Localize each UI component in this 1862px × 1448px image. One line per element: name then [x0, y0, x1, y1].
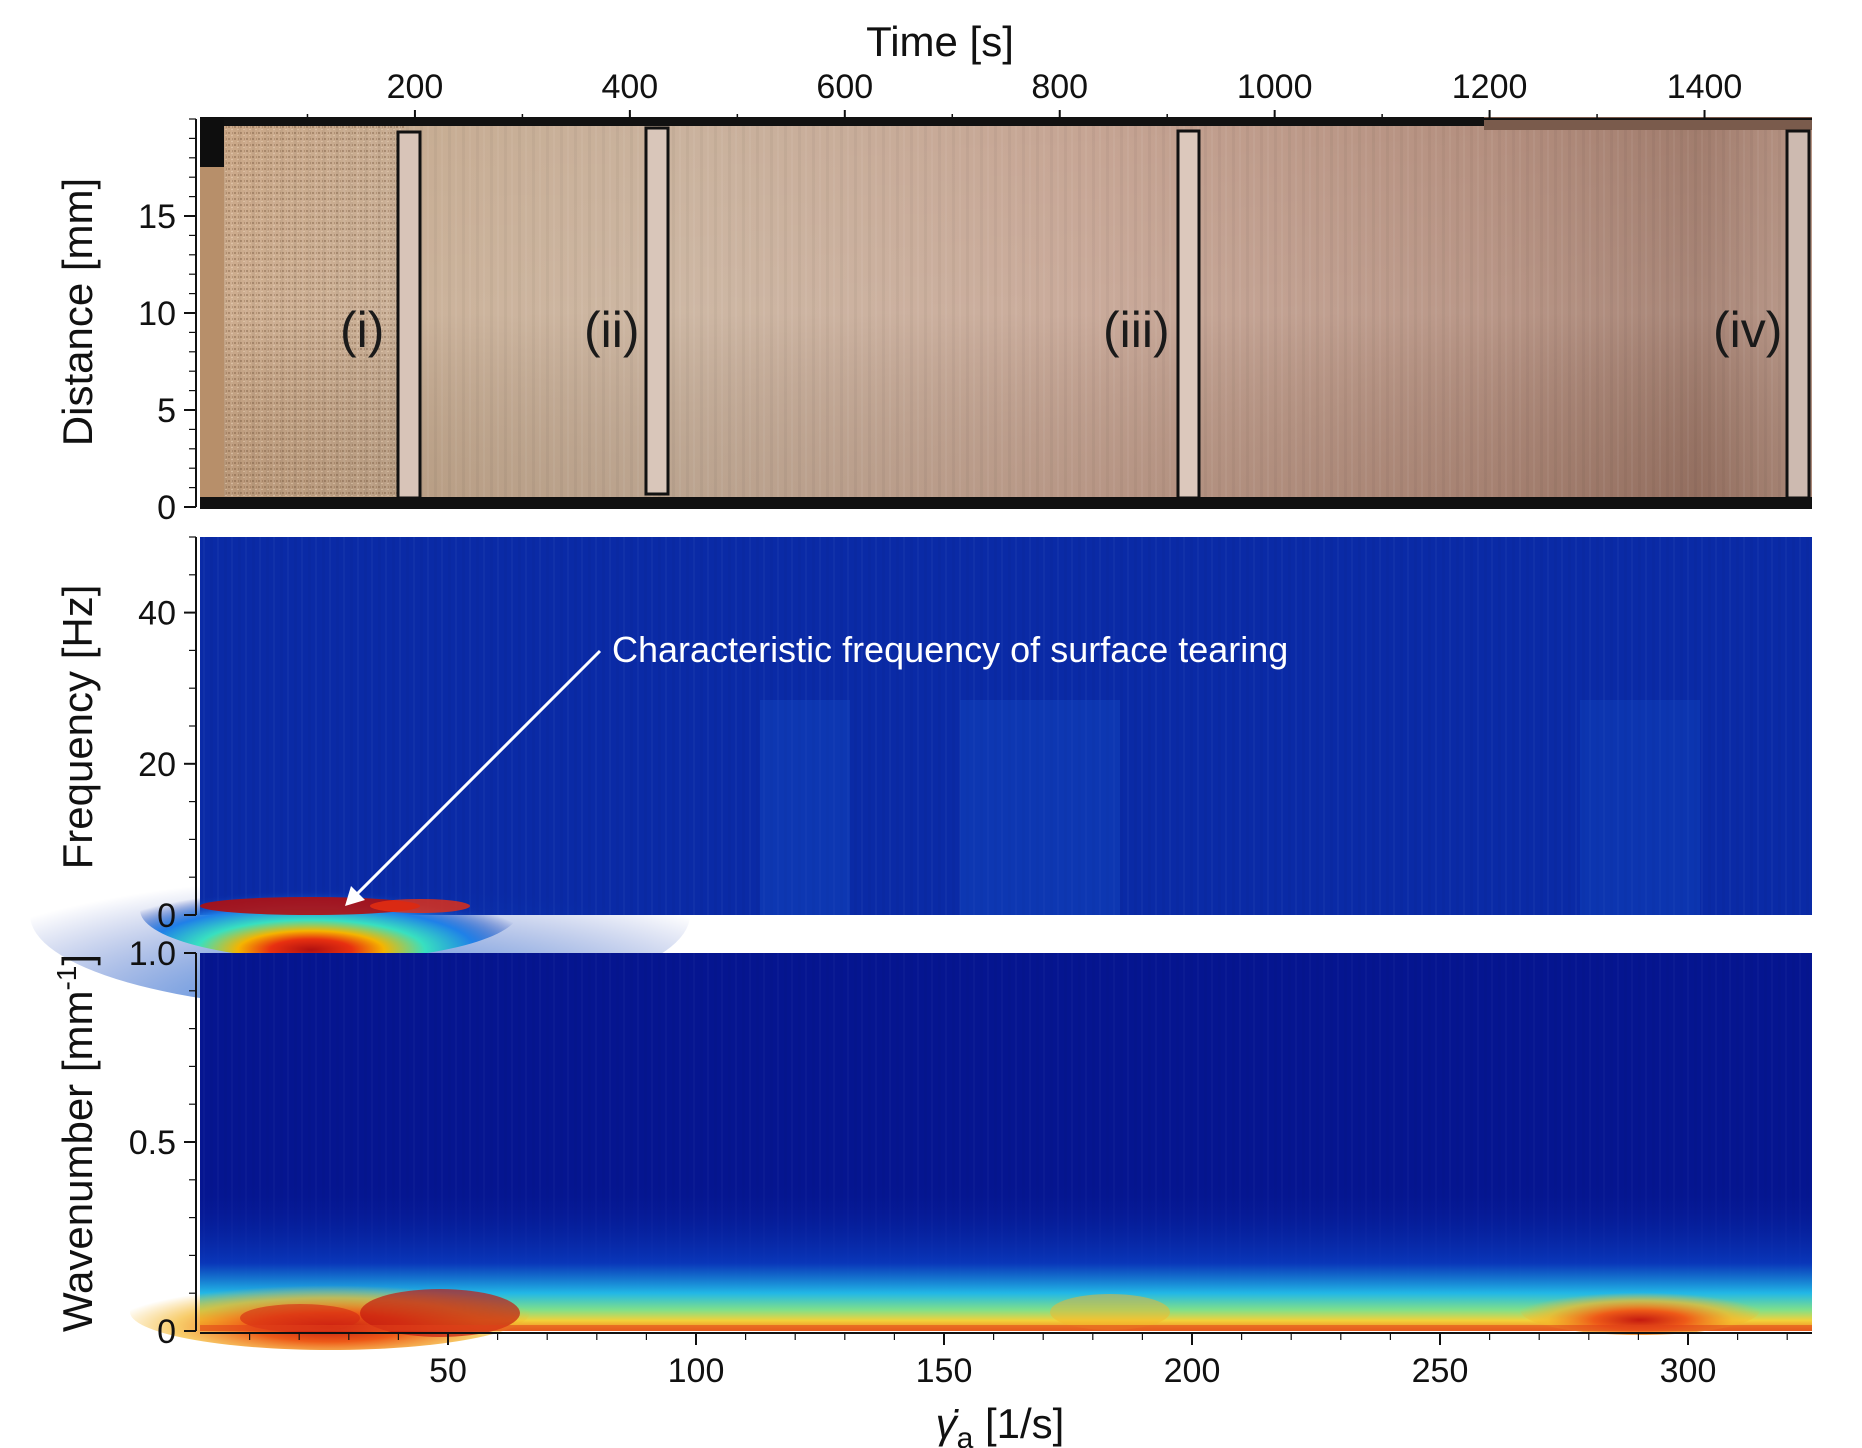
middle-panel: Characteristic frequency of surface tear…	[30, 536, 1812, 1010]
bottom-y-tick-label: 0	[157, 1313, 176, 1351]
middle-y-ticks: 0 20 40	[138, 536, 197, 935]
bottom-y-axis-title: Wavenumber [mm-1]	[51, 954, 101, 1332]
middle-y-tick-label: 20	[138, 746, 176, 784]
top-y-tick-label: 15	[138, 198, 176, 236]
top-x-tick-label: 400	[601, 68, 658, 106]
bottom-x-tick-label: 250	[1412, 1352, 1469, 1390]
region-marker-ii	[644, 126, 670, 496]
region-marker-iv	[1785, 129, 1811, 500]
region-label-iii: (iii)	[1103, 302, 1170, 358]
annotation-text: Characteristic frequency of surface tear…	[612, 629, 1288, 670]
bottom-x-tick-label: 300	[1660, 1352, 1717, 1390]
top-y-tick-label: 5	[157, 392, 176, 430]
top-x-tick-label: 200	[387, 68, 444, 106]
bottom-x-axis-title: γ̇a [1/s]	[936, 1400, 1065, 1448]
bottom-x-axis-title-subscript: a	[957, 1422, 974, 1448]
top-y-tick-label: 10	[138, 295, 176, 333]
middle-y-tick-label: 0	[157, 897, 176, 935]
annotation-arrow	[345, 649, 602, 906]
bottom-x-tick-label: 50	[429, 1352, 467, 1390]
top-y-tick-label: 0	[157, 489, 176, 527]
region-label-ii: (ii)	[584, 302, 640, 358]
region-marker-iii	[1176, 129, 1201, 500]
bottom-y-tick-label: 1.0	[129, 935, 176, 973]
region-label-iv: (iv)	[1713, 302, 1782, 358]
top-panel-grainy-region	[225, 126, 405, 498]
region-marker-i	[396, 130, 422, 500]
top-x-tick-label: 1400	[1667, 68, 1743, 106]
bottom-x-tick-label: 150	[916, 1352, 973, 1390]
top-y-ticks: 0 5 10 15	[138, 118, 197, 527]
top-x-tick-label: 800	[1031, 68, 1088, 106]
bottom-x-ticks: 50 100 150 200 250 300	[200, 1332, 1812, 1390]
bottom-x-tick-label: 100	[668, 1352, 725, 1390]
region-label-i: (i)	[340, 302, 384, 358]
top-x-tick-label: 1000	[1237, 68, 1313, 106]
top-x-axis-title: Time [s]	[866, 18, 1014, 65]
top-x-tick-label: 600	[816, 68, 873, 106]
top-y-axis-title: Distance [mm]	[54, 178, 101, 446]
bottom-y-tick-label: 0.5	[129, 1124, 176, 1162]
top-panel: (i) (ii) (iii) (iv) 200 400 600 800 1000 1200…	[54, 18, 1812, 527]
bottom-y-axis-title-superscript: -1	[51, 966, 82, 991]
middle-y-tick-label: 40	[138, 595, 176, 633]
bottom-panel-hotspot-2	[1520, 1285, 1760, 1335]
middle-y-axis-title: Frequency [Hz]	[54, 585, 101, 870]
bottom-y-ticks: 0 0.5 1.0	[129, 935, 197, 1351]
top-x-ticks: 200 400 600 800 1000 1200 1400	[306, 68, 1743, 119]
bottom-panel: 50 100 150 200 250 300 0 0.5 1.0 Wavenumber [mm…	[51, 935, 1812, 1448]
bottom-x-tick-label: 200	[1164, 1352, 1221, 1390]
top-x-tick-label: 1200	[1452, 68, 1528, 106]
